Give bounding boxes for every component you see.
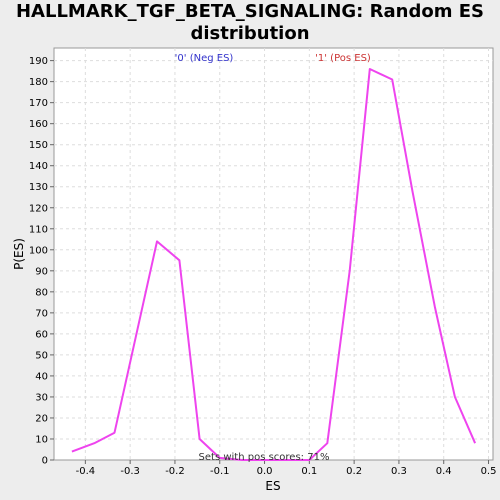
x-tick-label: -0.2 [165, 466, 185, 477]
tick-layer: 0 10 20 30 40 50 60 70 80 90 100 110 120 130 140 150 160… [29, 56, 497, 477]
x-tick-label: 0.2 [346, 466, 362, 477]
x-tick-label: -0.3 [120, 466, 140, 477]
y-tick-label: 0 [42, 456, 48, 467]
pos-scores-label: Sets with pos scores: 71% [199, 452, 330, 463]
x-tick-label: 0.0 [257, 466, 273, 477]
x-tick-label: -0.1 [210, 466, 230, 477]
y-tick-label: 170 [29, 98, 48, 109]
y-tick-label: 40 [35, 371, 48, 382]
pos-es-label: '1' (Pos ES) [315, 53, 371, 64]
x-tick-label: -0.4 [76, 466, 96, 477]
y-tick-label: 110 [29, 224, 48, 235]
x-tick-label: 0.4 [436, 466, 452, 477]
y-tick-label: 90 [35, 266, 48, 277]
y-tick-label: 50 [35, 350, 48, 361]
x-axis-label: ES [265, 479, 280, 493]
x-tick-label: 0.1 [301, 466, 317, 477]
neg-es-label: '0' (Neg ES) [175, 53, 234, 64]
x-tick-label: 0.3 [391, 466, 407, 477]
y-tick-label: 30 [35, 392, 48, 403]
plot-area [53, 47, 494, 461]
y-tick-label: 120 [29, 203, 48, 214]
y-tick-label: 140 [29, 161, 48, 172]
y-tick-label: 60 [35, 329, 48, 340]
y-tick-label: 10 [35, 434, 48, 445]
y-tick-label: 70 [35, 308, 48, 319]
y-tick-label: 160 [29, 119, 48, 130]
chart-title-line2: distribution [190, 23, 310, 44]
y-tick-label: 130 [29, 182, 48, 193]
series-line [71, 68, 477, 461]
y-tick-label: 100 [29, 245, 48, 256]
y-tick-label: 80 [35, 287, 48, 298]
y-tick-label: 180 [29, 77, 48, 88]
x-tick-label: 0.5 [481, 466, 497, 477]
chart-title: HALLMARK_TGF_BETA_SIGNALING: Random ES d… [0, 1, 500, 45]
y-tick-label: 190 [29, 56, 48, 67]
y-axis-label: P(ES) [12, 238, 26, 270]
y-tick-label: 150 [29, 140, 48, 151]
y-tick-label: 20 [35, 413, 48, 424]
chart-title-line1: HALLMARK_TGF_BETA_SIGNALING: Random ES [15, 1, 485, 22]
